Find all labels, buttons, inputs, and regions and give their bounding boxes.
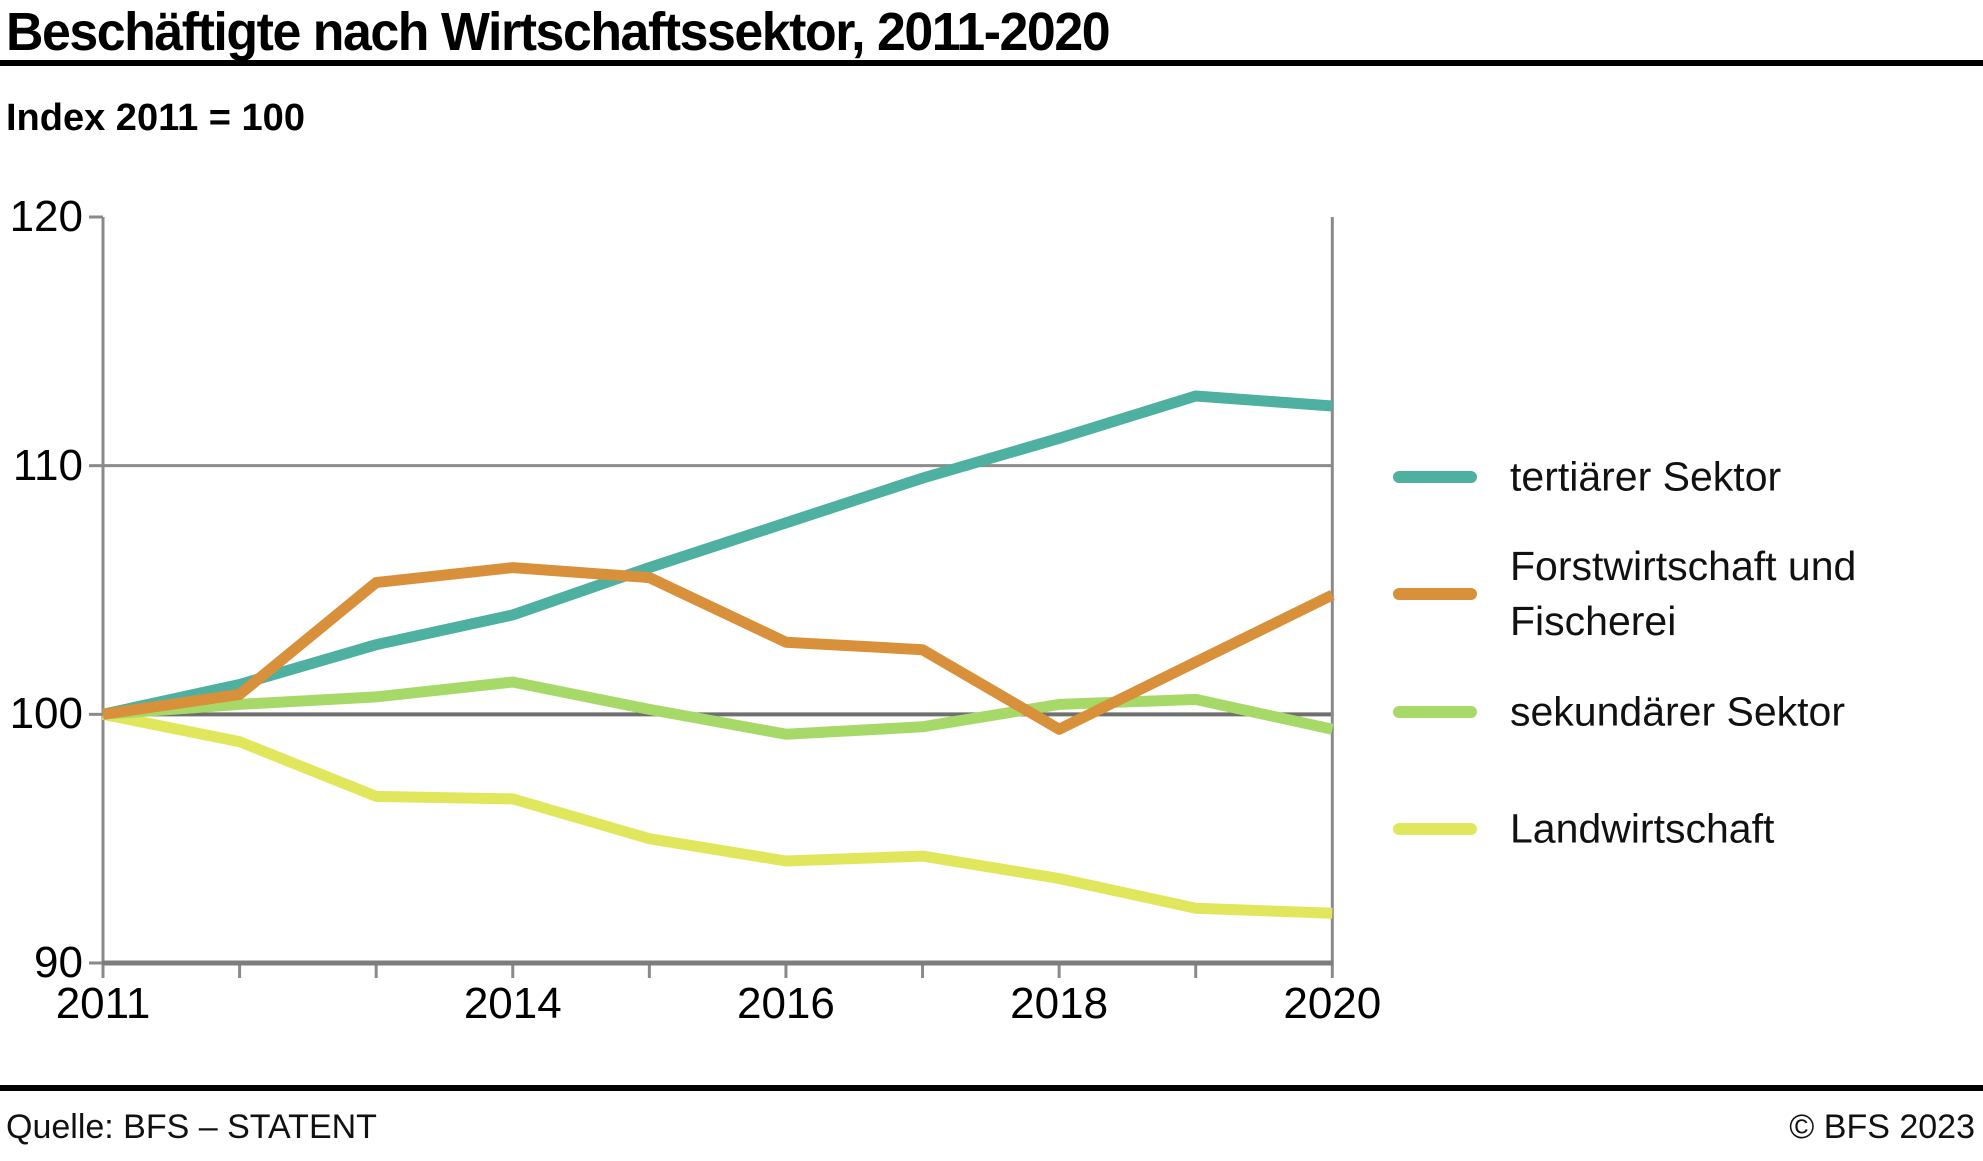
legend-swatch-sekundaerer-sektor <box>1393 706 1477 718</box>
y-tick-label-110: 110 <box>12 440 83 490</box>
x-tick-label-2014: 2014 <box>463 979 562 1028</box>
gridlines <box>103 464 1333 717</box>
series-line-sekundaerer-sektor <box>102 676 1334 740</box>
title-rule <box>0 60 1983 66</box>
source-text: Quelle: BFS – STATENT <box>6 1108 377 1146</box>
series-line-landwirtschaft <box>101 708 1333 919</box>
page-title: Beschäftigte nach Wirtschaftssektor, 201… <box>6 2 1111 62</box>
legend: tertiärer Sektor Forstwirtschaft und Fis… <box>1393 0 1953 1161</box>
series-line-forstwirtschaft <box>102 562 1335 735</box>
legend-label: Forstwirtschaft und Fischerei <box>1510 543 1857 644</box>
x-tick-label-2016: 2016 <box>736 979 835 1028</box>
legend-label: sekundärer Sektor <box>1510 688 1846 735</box>
y-tick-label-90: 90 <box>34 938 83 987</box>
legend-swatch-landwirtschaft <box>1393 823 1477 835</box>
legend-label: tertiärer Sektor <box>1510 453 1782 500</box>
series-lines <box>101 390 1335 919</box>
x-tick-label-2020: 2020 <box>1283 979 1382 1028</box>
x-tick-label-2011: 2011 <box>55 979 151 1028</box>
x-tick-label-2018: 2018 <box>1010 979 1109 1028</box>
y-tick-label-100: 100 <box>9 689 83 739</box>
y-tick-label-120: 120 <box>9 192 83 241</box>
footer-rule <box>0 1085 1983 1091</box>
chart-subtitle: Index 2011 = 100 <box>6 97 305 139</box>
series-line-tertiaerer-sektor <box>101 390 1333 720</box>
legend-label: Landwirtschaft <box>1510 805 1775 852</box>
legend-swatch-forstwirtschaft <box>1393 588 1477 600</box>
axis-ticks <box>89 215 1334 978</box>
copyright-text: © BFS 2023 <box>1789 1108 1975 1146</box>
legend-swatch-tertiaerer-sektor <box>1393 471 1477 483</box>
